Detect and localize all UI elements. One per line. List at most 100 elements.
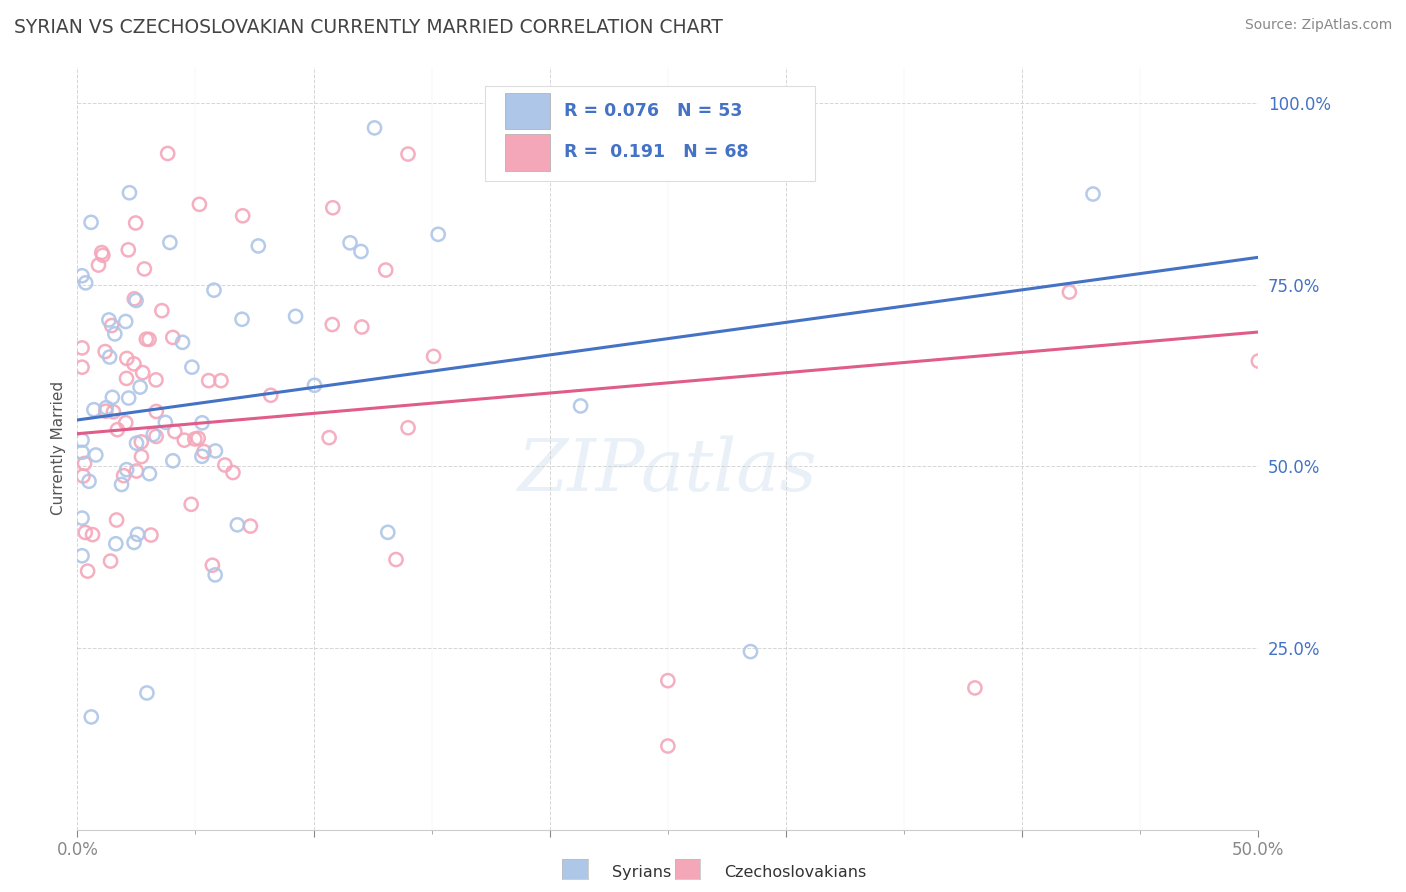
Point (125, 464, 148, 478)
Point (105, 423, 128, 437)
Point (97, 313, 120, 327)
Point (201, 558, 224, 573)
Point (191, 450, 214, 464)
Point (80, 710, 103, 724)
Point (77, 475, 100, 489)
Point (145, 429, 167, 443)
Point (125, 436, 148, 450)
Point (422, 350, 444, 364)
Point (138, 467, 160, 481)
Text: R =  0.191   N = 68: R = 0.191 N = 68 (564, 144, 748, 161)
Point (94, 344, 117, 359)
Point (72, 469, 94, 483)
Point (70, 268, 93, 283)
Point (209, 374, 232, 388)
FancyBboxPatch shape (485, 86, 815, 181)
Point (377, 525, 399, 540)
Point (75, 525, 97, 540)
Point (122, 357, 145, 371)
Point (118, 391, 141, 405)
Point (350, 320, 373, 334)
Point (70, 511, 93, 525)
Point (180, 497, 202, 511)
Text: R = 0.076   N = 53: R = 0.076 N = 53 (564, 103, 742, 120)
Point (163, 425, 186, 439)
Point (131, 366, 153, 380)
Point (112, 468, 135, 483)
Text: Syrians: Syrians (612, 865, 671, 880)
Point (569, 399, 592, 413)
Point (232, 209, 254, 223)
Point (193, 444, 215, 458)
Point (70, 549, 93, 563)
Point (396, 147, 419, 161)
Point (96, 401, 118, 415)
FancyBboxPatch shape (505, 93, 550, 129)
Text: Source: ZipAtlas.com: Source: ZipAtlas.com (1244, 18, 1392, 32)
Point (100, 554, 122, 568)
Point (363, 120, 385, 135)
Point (197, 374, 219, 388)
Point (145, 404, 167, 418)
Point (1247, 354, 1270, 368)
Point (101, 390, 124, 404)
Point (125, 293, 148, 308)
Text: ZIPatlas: ZIPatlas (517, 436, 818, 507)
Point (138, 332, 160, 346)
Point (105, 513, 128, 527)
Point (188, 197, 211, 211)
Point (202, 283, 225, 297)
Point (115, 462, 138, 476)
Point (187, 431, 209, 445)
Point (103, 405, 125, 419)
Point (129, 434, 152, 449)
Point (70, 360, 93, 375)
Point (222, 466, 245, 480)
Text: SYRIAN VS CZECHOSLOVAKIAN CURRENTLY MARRIED CORRELATION CHART: SYRIAN VS CZECHOSLOVAKIAN CURRENTLY MARR… (14, 18, 723, 37)
Point (1059, 285, 1081, 299)
Point (284, 310, 307, 324)
Point (82, 527, 104, 541)
Point (322, 201, 344, 215)
Point (162, 454, 184, 468)
Point (118, 186, 141, 200)
Point (159, 235, 181, 250)
Point (94, 404, 117, 418)
Point (134, 261, 156, 276)
Point (122, 535, 145, 549)
Point (73, 456, 96, 470)
Point (191, 416, 214, 430)
Point (75, 276, 97, 290)
Point (135, 332, 157, 346)
Point (339, 235, 361, 250)
Point (139, 528, 162, 542)
Point (247, 239, 270, 253)
Point (124, 216, 146, 230)
Point (91, 248, 114, 262)
Point (98, 350, 121, 364)
Point (114, 314, 136, 328)
Point (90, 245, 112, 260)
Point (204, 567, 226, 582)
Point (135, 686, 157, 700)
Point (318, 431, 340, 445)
Point (80, 215, 103, 229)
Point (385, 552, 408, 566)
Point (150, 303, 173, 318)
Point (204, 444, 226, 458)
Point (740, 644, 762, 658)
Point (145, 373, 167, 387)
Point (124, 292, 146, 306)
Point (110, 477, 132, 491)
Point (131, 450, 153, 464)
Point (321, 318, 343, 332)
Point (427, 227, 450, 242)
Point (156, 146, 179, 161)
Point (350, 244, 373, 259)
Point (155, 416, 177, 430)
Point (1081, 187, 1104, 202)
Point (70, 433, 93, 447)
Point (114, 416, 136, 430)
Point (226, 517, 249, 532)
Point (173, 433, 195, 447)
